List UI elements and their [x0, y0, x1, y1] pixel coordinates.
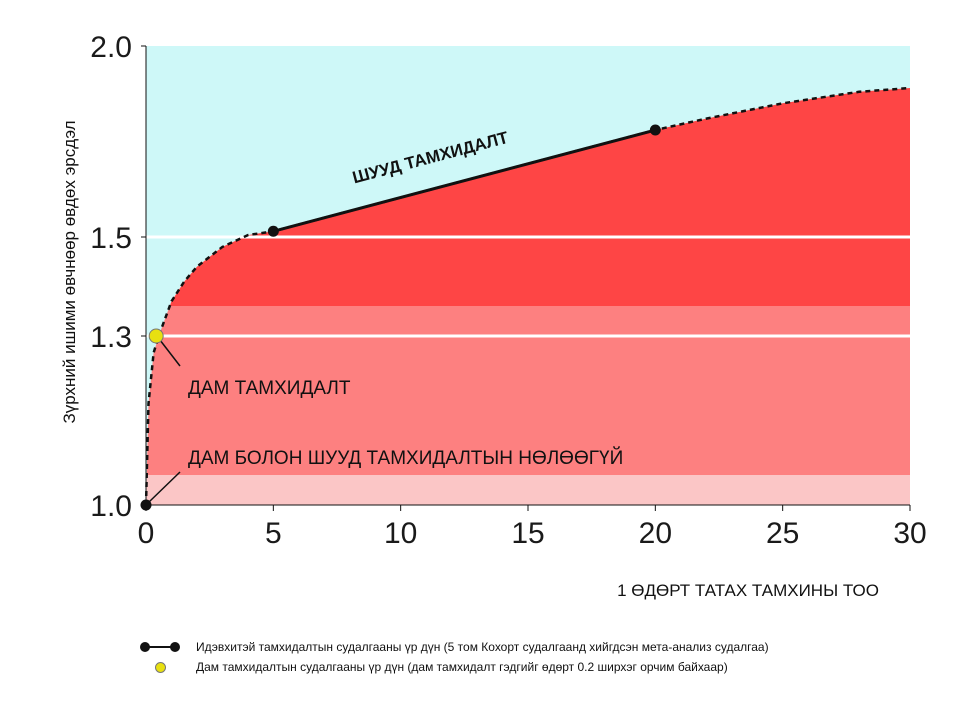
- active-data-point: [267, 225, 279, 237]
- active-smoking-line: [272, 128, 656, 233]
- band-mid: [146, 306, 910, 475]
- y-tick-label: 1.5: [90, 222, 132, 255]
- x-axis-label: 1 ӨДӨРТ ТАТАХ ТАМХИНЫ ТОО: [617, 581, 879, 600]
- x-axis: 0 5 10 15 20 25 30: [138, 504, 927, 550]
- x-tick-label: 25: [766, 517, 799, 550]
- x-tick-label: 10: [384, 517, 417, 550]
- legend-item-active: Идэвхитэй тамхидалтын судалгааны үр дүн …: [140, 640, 769, 654]
- y-tick-label: 2.0: [90, 31, 132, 64]
- x-tick-label: 15: [511, 517, 544, 550]
- passive-data-point: [148, 328, 164, 344]
- x-tick-label: 5: [265, 517, 282, 550]
- y-axis: 1.0 1.3 1.5 2.0: [90, 31, 147, 523]
- legend-active-symbol: [140, 641, 190, 653]
- y-tick-label: 1.0: [90, 490, 132, 523]
- legend-passive-symbol: [140, 661, 190, 673]
- baseline-data-point: [140, 499, 152, 511]
- y-axis-label: Зүрхний ишими өвчнөөр өвдөх эрсдэл: [60, 120, 79, 423]
- passive-smoking-label: ДАМ ТАМХИДАЛТ: [188, 378, 351, 399]
- y-tick-label: 1.3: [90, 321, 132, 354]
- x-tick-label: 30: [893, 517, 926, 550]
- baseline-leader-line: [148, 471, 181, 503]
- gridlines: [146, 235, 910, 338]
- active-data-point: [649, 124, 661, 136]
- legend-item-passive: Дам тамхидалтын судалгааны үр дүн (дам т…: [140, 660, 728, 674]
- band-light: [146, 475, 910, 505]
- x-tick-label: 20: [639, 517, 672, 550]
- legend-passive-text: Дам тамхидалтын судалгааны үр дүн (дам т…: [196, 660, 728, 674]
- x-tick-label: 0: [138, 517, 155, 550]
- legend-active-text: Идэвхитэй тамхидалтын судалгааны үр дүн …: [196, 640, 769, 654]
- passive-leader-line: [158, 338, 181, 367]
- no-smoking-label: ДАМ БОЛОН ШУУД ТАМХИДАЛТЫН НӨЛӨӨГҮЙ: [188, 447, 623, 469]
- risk-curve: [144, 86, 911, 506]
- data-points: [140, 124, 661, 511]
